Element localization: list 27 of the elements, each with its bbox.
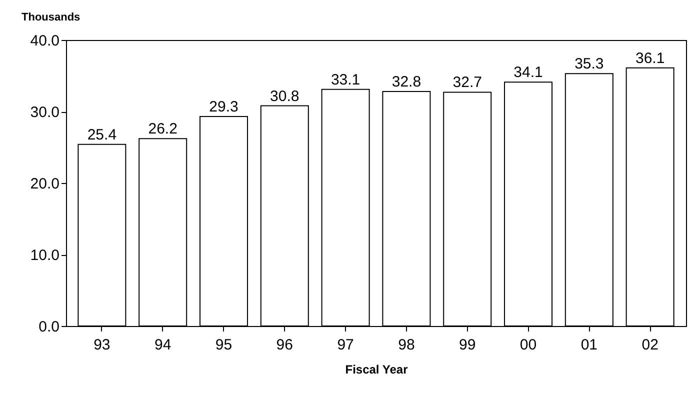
x-tick-label: 99	[459, 336, 476, 354]
y-tick-label: 40.0	[30, 32, 60, 50]
data-label: 36.1	[635, 50, 665, 67]
y-tick-label: 0.0	[38, 318, 60, 336]
x-axis-title: Fiscal Year	[345, 362, 408, 376]
data-label: 26.2	[148, 120, 178, 138]
y-tick-label: 30.0	[30, 104, 60, 121]
x-tick-label: 93	[94, 336, 110, 354]
data-label: 25.4	[87, 126, 117, 144]
data-label: 32.7	[452, 74, 482, 92]
x-tick-label: 00	[520, 336, 537, 354]
data-label: 35.3	[574, 56, 604, 73]
x-tick-label: 02	[642, 336, 658, 354]
data-label: 32.8	[392, 73, 422, 90]
x-tick-label: 96	[276, 336, 293, 354]
data-label: 34.1	[514, 64, 543, 82]
data-label: 29.3	[209, 98, 238, 116]
y-tick-label: 20.0	[30, 176, 60, 192]
data-label: 30.8	[270, 88, 300, 105]
x-tick-label: 98	[398, 336, 415, 354]
y-axis-title: Thousands	[22, 12, 80, 24]
x-tick-label: 94	[154, 336, 172, 354]
x-tick-label: 01	[580, 336, 598, 354]
data-label: 33.1	[330, 71, 360, 88]
y-tick-label: 10.0	[30, 247, 60, 264]
x-tick-label: 95	[215, 336, 232, 354]
x-tick-label: 97	[337, 336, 354, 354]
